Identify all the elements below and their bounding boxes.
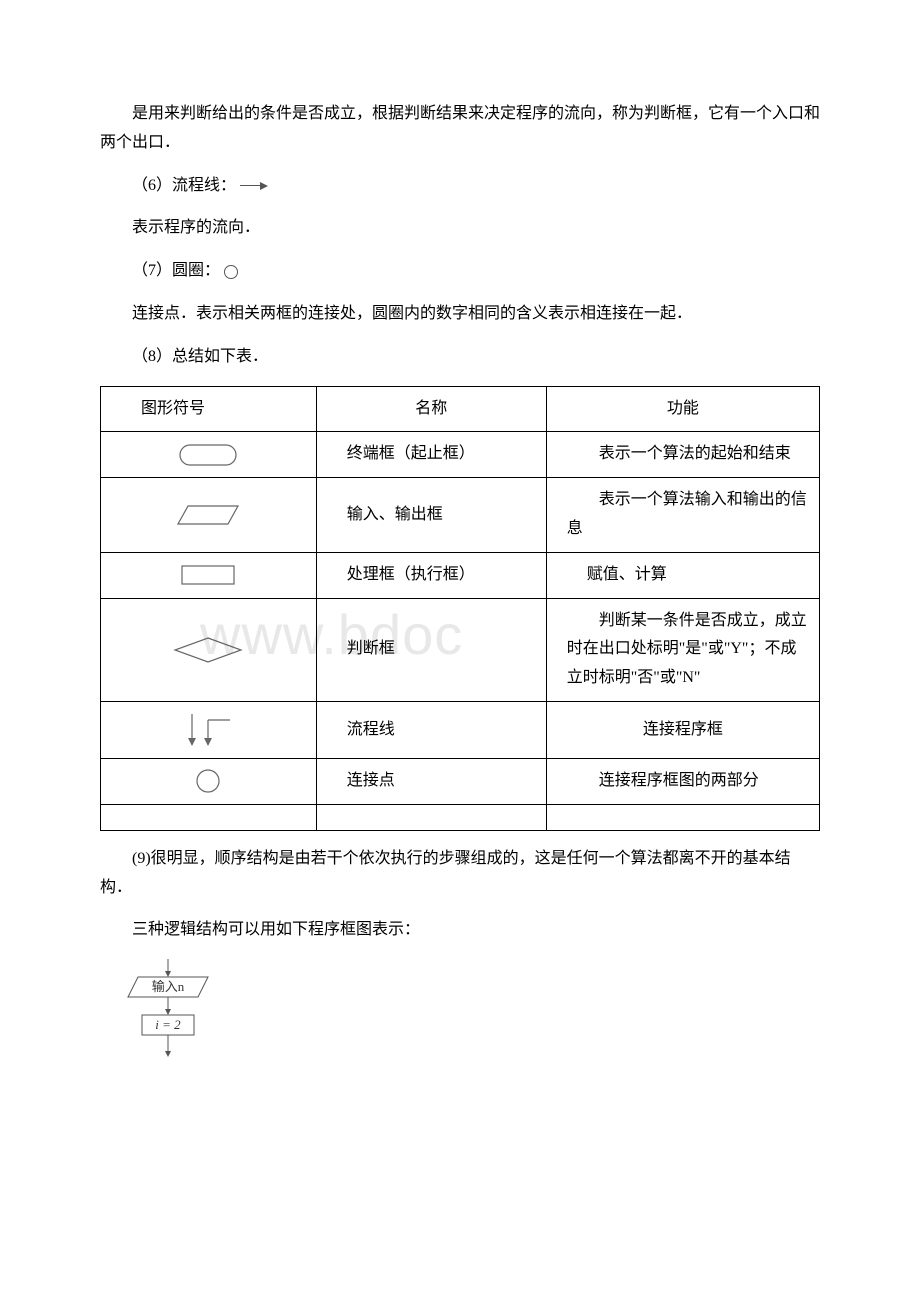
name-cell: 判断框: [316, 598, 546, 701]
header-name: 名称: [316, 386, 546, 432]
symbol-cell-terminal: [101, 432, 317, 478]
func-cell: 赋值、计算: [546, 552, 819, 598]
empty-cell: [546, 804, 819, 830]
flowline-label: （6）流程线：: [132, 177, 236, 194]
symbol-cell-process: [101, 552, 317, 598]
name-cell: 连接点: [316, 758, 546, 804]
name-cell: 终端框（起止框）: [316, 432, 546, 478]
paragraph-sequence-desc: (9)很明显，顺序结构是由若干个依次执行的步骤组成的，这是任何一个算法都离不开的…: [100, 845, 820, 903]
table-header-row: 图形符号 名称 功能: [101, 386, 820, 432]
paragraph-circle-heading: （7）圆圈：: [100, 257, 820, 286]
circle-label: （7）圆圈：: [132, 262, 220, 279]
name-cell: 流程线: [316, 701, 546, 758]
name-cell: 处理框（执行框）: [316, 552, 546, 598]
table-row-empty: [101, 804, 820, 830]
func-cell: 表示一个算法输入和输出的信息: [546, 478, 819, 553]
paragraph-flowline-desc: 表示程序的流向．: [100, 214, 820, 243]
paragraph-circle-desc: 连接点．表示相关两框的连接处，圆圈内的数字相同的含义表示相连接在一起．: [100, 300, 820, 329]
paragraph-table-heading: （8）总结如下表．: [100, 343, 820, 372]
table-row: 流程线 连接程序框: [101, 701, 820, 758]
header-symbol: 图形符号: [101, 386, 317, 432]
connector-shape-icon: [195, 768, 221, 794]
symbol-cell-flowlines: [101, 701, 317, 758]
symbol-cell-decision: [101, 598, 317, 701]
terminal-shape-icon: [178, 443, 238, 467]
empty-cell: [316, 804, 546, 830]
table-row: 处理框（执行框） 赋值、计算: [101, 552, 820, 598]
table-row: 终端框（起止框） 表示一个算法的起始和结束: [101, 432, 820, 478]
arrow-icon: [240, 181, 270, 191]
symbol-cell-io: [101, 478, 317, 553]
flowchart-process-text: i = 2: [155, 1017, 181, 1032]
table-row: 输入、输出框 表示一个算法输入和输出的信息: [101, 478, 820, 553]
rectangle-shape-icon: [180, 564, 236, 586]
table-row: 判断框 判断某一条件是否成立，成立时在出口处标明"是"或"Y"；不成立时标明"否…: [101, 598, 820, 701]
circle-icon: [224, 265, 238, 279]
symbols-table: 图形符号 名称 功能 终端框（起止框） 表示一个算法的起始和结束 输入、输出框 …: [100, 386, 820, 831]
func-cell: 判断某一条件是否成立，成立时在出口处标明"是"或"Y"；不成立时标明"否"或"N…: [546, 598, 819, 701]
diamond-shape-icon: [173, 636, 243, 664]
parallelogram-shape-icon: [176, 504, 240, 526]
flowchart-input-text: 输入n: [152, 979, 185, 994]
name-cell: 输入、输出框: [316, 478, 546, 553]
symbol-cell-connector: [101, 758, 317, 804]
table-row: 连接点 连接程序框图的两部分: [101, 758, 820, 804]
flowchart-svg: 输入n i = 2: [120, 959, 220, 1069]
header-function: 功能: [546, 386, 819, 432]
paragraph-flowline-heading: （6）流程线：: [100, 172, 820, 201]
func-cell: 表示一个算法的起始和结束: [546, 432, 819, 478]
flowlines-shape-icon: [178, 710, 238, 750]
paragraph-three-structures: 三种逻辑结构可以用如下程序框图表示：: [100, 916, 820, 945]
func-cell: 连接程序框图的两部分: [546, 758, 819, 804]
empty-cell: [101, 804, 317, 830]
func-cell: 连接程序框: [546, 701, 819, 758]
document-content: 是用来判断给出的条件是否成立，根据判断结果来决定程序的流向，称为判断框，它有一个…: [100, 100, 820, 1080]
bottom-flowchart: 输入n i = 2: [120, 959, 820, 1080]
paragraph-decision-desc: 是用来判断给出的条件是否成立，根据判断结果来决定程序的流向，称为判断框，它有一个…: [100, 100, 820, 158]
